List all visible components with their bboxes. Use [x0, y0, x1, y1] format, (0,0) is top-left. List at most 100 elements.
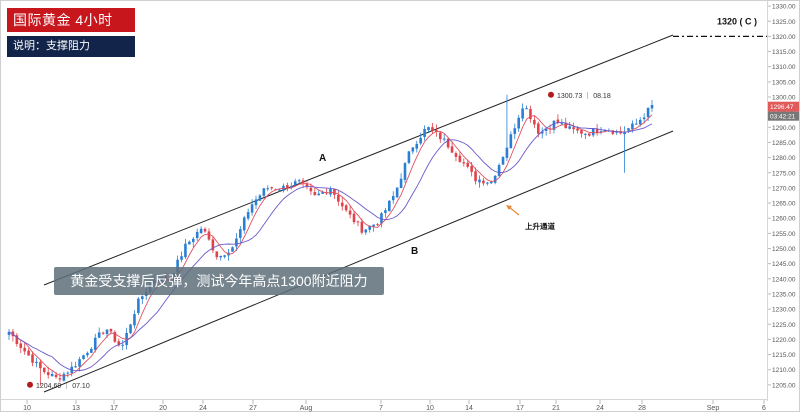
- candle-body: [627, 128, 630, 131]
- candle-body: [215, 251, 219, 258]
- candle-body: [78, 359, 81, 367]
- y-tick-label: 1270.00: [772, 185, 796, 192]
- candle-body: [97, 332, 101, 338]
- candle-body: [584, 133, 587, 135]
- candle-body: [372, 224, 375, 227]
- candle-body: [599, 131, 603, 133]
- candle-body: [262, 188, 266, 196]
- candle-body: [623, 131, 626, 135]
- candle-body: [427, 127, 430, 131]
- candle-body: [86, 352, 89, 356]
- candle-body: [46, 372, 50, 376]
- candle-body: [638, 119, 642, 125]
- candle-body: [235, 238, 238, 247]
- candle-body: [333, 188, 336, 195]
- candle-body: [462, 162, 466, 164]
- candle-body: [642, 117, 646, 120]
- channel-arrowhead: [506, 205, 512, 210]
- y-tick-label: 1260.00: [772, 216, 796, 223]
- candle-body: [191, 238, 195, 243]
- candle-body: [297, 180, 301, 182]
- low-label: 1204.69 ｜ 07.10: [36, 382, 90, 390]
- candle-body: [419, 137, 422, 144]
- candle-body: [458, 155, 462, 162]
- x-tick-label: Aug: [300, 405, 313, 412]
- candle-body: [109, 328, 113, 332]
- candle-body: [58, 378, 62, 380]
- candle-body: [423, 129, 426, 137]
- candle-body: [486, 182, 489, 184]
- candle-body: [129, 324, 132, 334]
- price-tag-label: 1296.47: [770, 104, 794, 111]
- candle-body: [74, 366, 77, 368]
- candle-body: [611, 130, 615, 134]
- y-tick-label: 1245.00: [772, 261, 796, 268]
- x-tick-label: 27: [249, 405, 257, 412]
- candle-body: [591, 128, 595, 136]
- low-marker: [27, 381, 33, 388]
- candle-body: [568, 126, 571, 129]
- x-tick-label: 24: [199, 405, 207, 412]
- candle-body: [254, 199, 258, 206]
- candle-body: [340, 202, 344, 207]
- candle-body: [356, 221, 360, 223]
- candle-body: [317, 193, 321, 196]
- target-label: 1320 ( C ): [717, 16, 757, 26]
- y-tick-label: 1205.00: [772, 382, 796, 389]
- candle-body: [207, 231, 211, 240]
- candle-body: [564, 122, 568, 129]
- y-tick-label: 1310.00: [772, 64, 796, 71]
- candle-body: [391, 196, 395, 201]
- candle-body: [603, 129, 607, 132]
- candle-body: [576, 128, 579, 131]
- candle-body: [321, 191, 324, 194]
- candle-body: [411, 147, 415, 152]
- candle-body: [399, 178, 403, 189]
- candle-body: [270, 187, 273, 189]
- candle-body: [509, 134, 513, 149]
- candle-body: [176, 259, 179, 273]
- y-tick-label: 1285.00: [772, 140, 796, 147]
- candle-body: [505, 147, 509, 158]
- candle-body: [231, 247, 234, 252]
- candle-body: [595, 128, 599, 133]
- candle-body: [90, 348, 93, 353]
- y-tick-label: 1300.00: [772, 95, 796, 102]
- candle-body: [525, 108, 528, 110]
- candle-body: [580, 130, 583, 134]
- chart-title: 国际黄金 4小时: [7, 8, 135, 32]
- candle-body: [548, 128, 552, 130]
- channel-arrow: [508, 206, 520, 216]
- x-tick-label: 24: [596, 405, 604, 412]
- candle-body: [454, 153, 458, 157]
- candle-body: [489, 181, 493, 184]
- y-tick-label: 1315.00: [772, 49, 796, 56]
- time-tag-label: 03:42:21: [770, 114, 796, 121]
- y-tick-label: 1235.00: [772, 291, 796, 298]
- point-b-label: B: [411, 246, 418, 257]
- candle-body: [239, 229, 242, 238]
- candle-body: [31, 354, 34, 363]
- candle-body: [478, 179, 481, 183]
- candle-body: [337, 194, 340, 202]
- y-tick-label: 1290.00: [772, 125, 796, 132]
- candle-body: [113, 332, 117, 342]
- y-tick-label: 1305.00: [772, 79, 796, 86]
- candle-body: [19, 343, 23, 348]
- candle-body: [121, 344, 125, 346]
- candle-body: [438, 132, 442, 140]
- candle-body: [133, 314, 136, 326]
- y-tick-label: 1230.00: [772, 307, 796, 314]
- ma-fast-line: [8, 114, 653, 377]
- candle-body: [289, 186, 293, 188]
- x-tick-label: 10: [426, 405, 434, 412]
- candle-body: [219, 255, 223, 258]
- channel-upper-line: [43, 34, 674, 286]
- candle-body: [50, 374, 54, 376]
- candle-body: [556, 119, 560, 123]
- candle-body: [23, 347, 26, 352]
- candle-body: [533, 119, 536, 125]
- candle-body: [223, 255, 226, 257]
- candle-body: [313, 191, 317, 196]
